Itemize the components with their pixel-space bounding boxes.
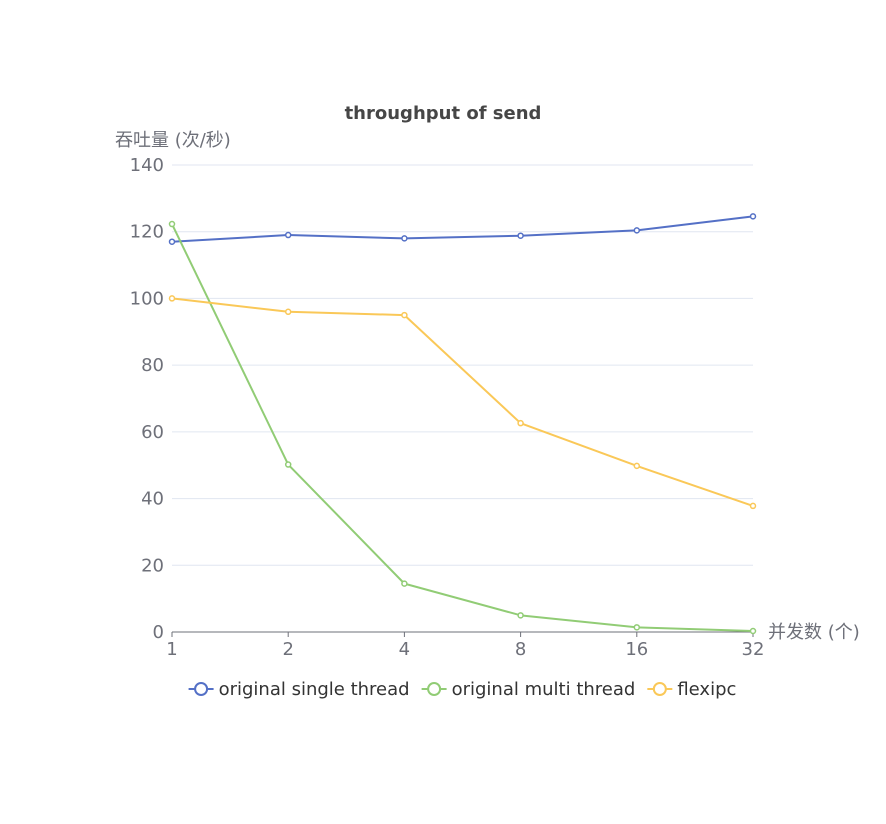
legend-circle-icon <box>652 682 667 696</box>
x-axis <box>171 631 754 637</box>
series-line <box>171 223 754 632</box>
y-tick-label: 0 <box>153 622 164 643</box>
data-point[interactable] <box>168 295 176 302</box>
data-point[interactable] <box>749 213 757 220</box>
grid <box>172 164 753 566</box>
y-tick-label: 100 <box>130 288 164 309</box>
data-point[interactable] <box>284 231 292 239</box>
series-2 <box>168 295 757 510</box>
x-tick-label: 2 <box>282 639 293 660</box>
y-tick-label: 80 <box>141 355 164 376</box>
data-point[interactable] <box>633 227 641 234</box>
x-tick-label: 1 <box>166 639 177 660</box>
y-tick-label: 60 <box>141 422 164 443</box>
y-tick-label: 120 <box>130 222 164 243</box>
data-point[interactable] <box>749 502 757 510</box>
data-point[interactable] <box>284 308 292 316</box>
x-tick-label: 32 <box>742 639 765 660</box>
series-1 <box>168 220 757 635</box>
y-tick-label: 20 <box>141 555 164 576</box>
x-tick-label: 8 <box>515 639 526 660</box>
series-line <box>171 215 754 243</box>
data-point[interactable] <box>517 232 524 239</box>
series-line <box>171 297 754 507</box>
data-point[interactable] <box>401 311 408 319</box>
legend-circle-icon <box>427 682 442 696</box>
legend-label: original single thread <box>219 679 410 700</box>
data-point[interactable] <box>284 461 292 468</box>
y-axis-label: 吞吐量 (次/秒) <box>115 130 231 151</box>
chart-title: throughput of send <box>345 103 542 124</box>
data-point[interactable] <box>168 238 176 245</box>
legend-item-2[interactable]: flexipc <box>647 679 736 700</box>
data-point[interactable] <box>633 624 641 631</box>
x-tick-label: 16 <box>625 639 648 660</box>
legend[interactable]: original single thread original multi thr… <box>188 679 737 700</box>
series-group <box>168 213 757 635</box>
y-tick-label: 40 <box>141 489 164 510</box>
data-point[interactable] <box>749 627 757 635</box>
legend-label: original multi thread <box>452 679 636 700</box>
legend-item-0[interactable]: original single thread <box>188 679 410 700</box>
y-tick-label: 140 <box>130 155 164 176</box>
series-0 <box>168 213 757 245</box>
data-point[interactable] <box>168 220 176 228</box>
data-point[interactable] <box>633 462 641 470</box>
data-point[interactable] <box>517 419 524 427</box>
data-point[interactable] <box>401 580 408 587</box>
x-axis-label: 并发数 (个) <box>768 622 860 643</box>
data-point[interactable] <box>517 612 524 619</box>
legend-label: flexipc <box>677 679 736 700</box>
y-axis-ticks: 0 20 40 60 80 100 120 140 <box>130 155 164 643</box>
x-tick-label: 4 <box>399 639 410 660</box>
data-point[interactable] <box>401 235 408 242</box>
x-axis-ticks: 1 2 4 8 16 32 <box>166 639 764 660</box>
legend-item-1[interactable]: original multi thread <box>421 679 636 700</box>
legend-circle-icon <box>194 682 209 696</box>
